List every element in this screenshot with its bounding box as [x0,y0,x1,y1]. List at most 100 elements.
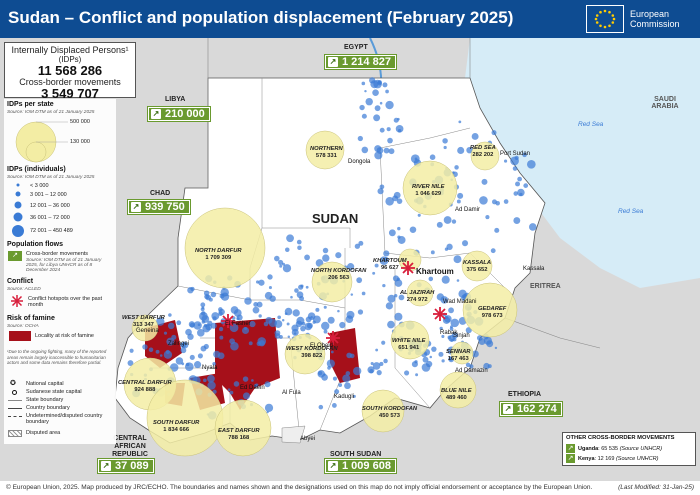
idp-dot [431,346,437,352]
eu-line2: Commission [630,19,680,29]
famine-swatch [9,331,31,341]
idp-dot [156,317,165,326]
idp-dot [236,317,240,321]
idp-dot [264,403,274,412]
cross-border-label: Cross-border movements [19,77,121,87]
idp-dot [457,192,464,199]
city-label: Khartoum [416,267,454,276]
legend-footnote: ¹Due to the ongoing fighting, many of th… [7,349,107,365]
idp-dot [202,378,207,383]
idp-dot [375,348,379,352]
idp-dot [213,350,221,358]
flow-box-libya: ↗ 210 000 [148,107,210,121]
state-label: NORTHERN 578 331 [310,146,343,159]
country-label-chad: CHAD [150,190,171,197]
idp-dot [397,129,402,133]
state-label: BLUE NILE 489 460 [441,388,472,401]
state-name: WHITE NILE [392,338,426,344]
idp-dot [155,349,160,354]
state-value: 924 888 [134,386,156,393]
idp-dot [304,254,310,261]
idp-dot [345,315,354,324]
idp-dot [189,354,195,360]
idp-dot [166,337,175,346]
idp-dot [383,358,388,364]
idp-dot [471,350,479,358]
idp-dot [274,333,281,339]
state-name: SOUTH DARFUR [153,420,200,426]
idp-dot [342,374,351,383]
legend-conflict-source: Source: ACLED [7,287,41,292]
city-label: Dongola [348,159,371,165]
idp-dot [210,291,217,298]
idp-dot [458,289,467,298]
idp-dot [476,335,483,341]
idp-dot [218,307,223,312]
legend-bubble-small [25,141,47,163]
idp-dot [515,181,521,187]
idp-dot [184,362,194,372]
footer-copyright: © European Union, 2025. Map produced by … [6,484,593,491]
idp-dot [169,363,179,372]
idp-dot [522,152,527,158]
eu-logo-text: European Commission [630,9,680,29]
cross-border-total: 3 549 707 [41,86,99,101]
idp-dot [335,252,342,259]
idp-dot [233,381,240,387]
state-value: 1 709 309 [205,254,232,261]
idp-dot [370,361,374,366]
idp-dot [312,320,316,324]
state-label: KASSALA 375 652 [463,260,491,273]
state-boundary [261,78,351,248]
idp-dot [356,277,363,284]
legend-undetermined: Undetermined/disputed country boundary [26,413,103,425]
border-line [504,317,601,349]
flow-value-libya: 210 000 [165,108,205,120]
country-label-libya: LIBYA [165,96,186,103]
idp-dot [264,381,271,388]
person-walking-icon: ↗ [566,454,575,463]
city-label: Ed Daein [240,385,265,391]
idp-dot [456,279,460,282]
other-source: (Source UNHCR) [619,445,663,452]
city-label: Abyei [300,436,316,442]
idp-dot [372,271,376,275]
state-name: GEDAREF [478,306,507,312]
idp-dot [513,217,521,225]
idp-total: 11 568 286 [37,63,103,78]
idp-dot [292,309,300,317]
legend-country-boundary: Country boundary [26,405,70,411]
idp-dot [339,321,346,329]
idp-dot [512,166,518,171]
idp-dot [212,361,216,366]
idp-dot [256,301,263,308]
idp-summary-box: Internally Displaced Persons¹ (IDPs) 11 … [4,42,136,101]
idp-dot [372,362,381,370]
legend-state-source: Source: IOM DTM as of 21 January 2025 [7,110,95,115]
city-label: Port Sudan [500,151,531,157]
idp-dot [207,374,215,383]
idp-dot [350,293,354,296]
idp-dot [129,348,134,353]
idp-dot [481,178,488,185]
state-bubble [184,207,266,289]
legend-class: 3 001 – 12 000 [30,192,67,198]
map-canvas[interactable]: EGYPT LIBYA CHAD CENTRAL AFRICAN REPUBLI… [0,38,700,481]
idp-dot [384,257,389,262]
person-walking-icon: ↗ [101,461,111,471]
state-label: RED SEA 282 202 [470,145,496,158]
idp-dot [285,247,290,253]
idp-dot [167,322,175,330]
idp-dot [264,291,273,300]
other-value: 12 169 [597,455,615,462]
country-label-sudan: SUDAN [312,211,359,226]
state-bubble [361,389,405,433]
idp-dot [327,316,335,324]
state-value: 978 673 [481,312,503,319]
flow-value-egypt: 1 214 827 [342,56,391,68]
state-bubble [461,250,493,282]
idp-dot [443,216,452,224]
idp-dot [337,309,340,313]
idp-dot [429,154,436,160]
idp-dot [374,263,379,268]
